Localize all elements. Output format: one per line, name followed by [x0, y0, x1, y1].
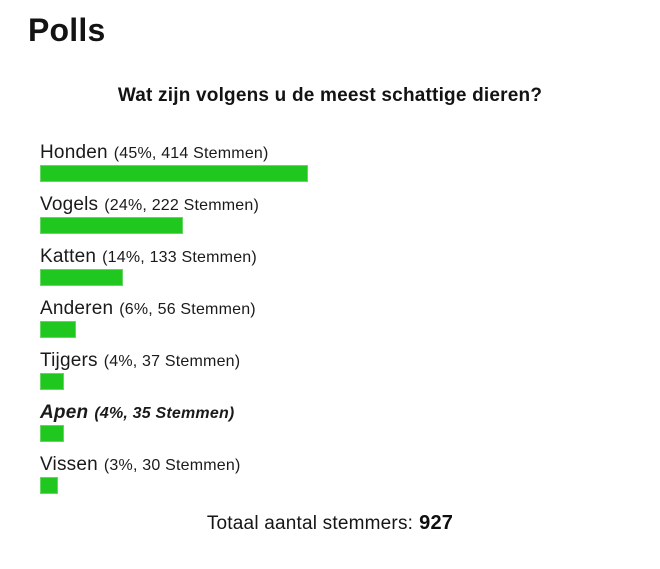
poll-result-bar — [40, 424, 64, 442]
poll-option-line: Vissen (3%, 30 Stemmen) — [40, 453, 635, 477]
poll-option-line: Tijgers (4%, 37 Stemmen) — [40, 349, 635, 373]
poll-option-line: Apen (4%, 35 Stemmen) — [40, 401, 635, 425]
poll-option-line: Honden (45%, 414 Stemmen) — [40, 141, 635, 165]
total-votes-line: Totaal aantal stemmers: 927 — [0, 512, 660, 535]
poll-option-detail: (24%, 222 Stemmen) — [104, 196, 260, 214]
poll-result-bar — [40, 216, 183, 234]
poll-option-label: Vissen — [40, 453, 98, 475]
poll-option: Tijgers (4%, 37 Stemmen) — [40, 349, 635, 390]
poll-question: Wat zijn volgens u de meest schattige di… — [117, 84, 543, 106]
poll-option: Vogels (24%, 222 Stemmen) — [40, 193, 635, 234]
poll-option-detail: (6%, 56 Stemmen) — [119, 300, 256, 318]
total-votes-label: Totaal aantal stemmers: — [206, 512, 414, 534]
page-title: Polls — [28, 12, 106, 48]
poll-option: Apen (4%, 35 Stemmen) — [40, 401, 635, 442]
poll-result-bar — [40, 372, 64, 390]
poll-options-list: Honden (45%, 414 Stemmen) Vogels (24%, 222… — [40, 141, 635, 494]
poll-option-detail: (3%, 30 Stemmen) — [103, 456, 241, 474]
poll-option-label: Tijgers — [40, 349, 98, 371]
poll-option-detail: (4%, 35 Stemmen) — [94, 404, 235, 422]
poll-option: Honden (45%, 414 Stemmen) — [40, 141, 635, 182]
poll-option-label: Katten — [40, 245, 97, 267]
poll-result-bar — [40, 268, 124, 286]
poll-page: Polls Wat zijn volgens u de meest schatt… — [0, 12, 660, 569]
poll-result-bar — [40, 164, 308, 182]
poll-result-bar — [40, 476, 58, 494]
poll-option-line: Vogels (24%, 222 Stemmen) — [40, 193, 635, 217]
poll-option-label: Anderen — [40, 297, 114, 319]
total-votes-value: 927 — [419, 511, 454, 534]
poll-option: Katten (14%, 133 Stemmen) — [40, 245, 635, 286]
poll-option: Vissen (3%, 30 Stemmen) — [40, 453, 635, 494]
poll-option-detail: (14%, 133 Stemmen) — [102, 248, 257, 266]
poll-option: Anderen (6%, 56 Stemmen) — [40, 297, 635, 338]
poll-option-detail: (4%, 37 Stemmen) — [103, 352, 241, 370]
poll-option-detail: (45%, 414 Stemmen) — [113, 144, 269, 162]
poll-option-label: Vogels — [40, 193, 99, 215]
poll-option-label: Apen — [40, 401, 89, 423]
poll-option-line: Katten (14%, 133 Stemmen) — [40, 245, 635, 269]
poll-option-label: Honden — [40, 141, 108, 163]
poll-result-bar — [40, 320, 76, 338]
poll-option-line: Anderen (6%, 56 Stemmen) — [40, 297, 635, 321]
